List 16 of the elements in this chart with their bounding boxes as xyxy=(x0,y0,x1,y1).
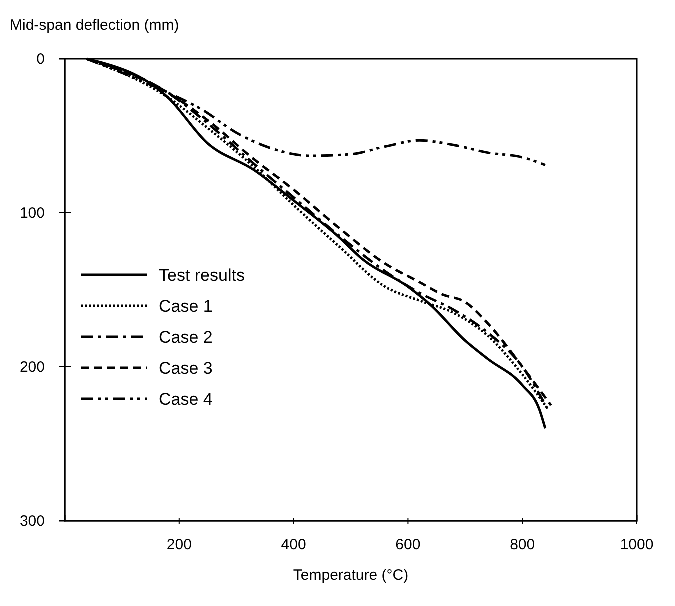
y-axis-title: Mid-span deflection (mm) xyxy=(10,17,180,34)
y-tick-label: 200 xyxy=(20,358,45,376)
y-tick-label: 100 xyxy=(20,204,45,222)
legend-label: Case 2 xyxy=(159,328,213,347)
x-tick-label: 200 xyxy=(166,536,192,554)
x-axis-title: Temperature (°C) xyxy=(293,567,409,584)
y-tick-label: 0 xyxy=(36,50,45,68)
legend-label: Case 4 xyxy=(159,390,213,409)
legend-label: Case 3 xyxy=(159,359,213,378)
x-tick-label: 800 xyxy=(510,536,536,554)
legend-label: Test results xyxy=(159,266,245,285)
x-tick-label: 600 xyxy=(396,536,421,554)
x-tick-label: 1000 xyxy=(620,536,654,554)
y-tick-label: 300 xyxy=(20,512,45,530)
legend-label: Case 1 xyxy=(159,297,213,316)
x-tick-label: 400 xyxy=(281,536,306,554)
